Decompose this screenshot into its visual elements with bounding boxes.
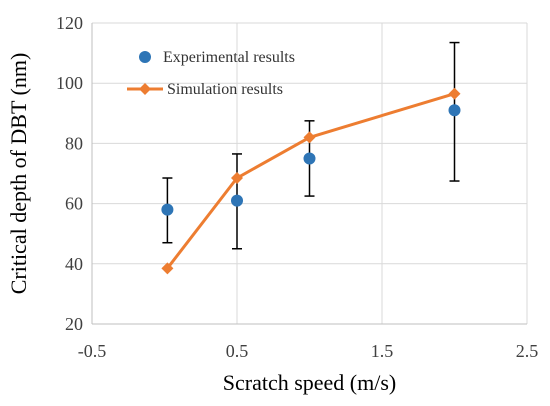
legend-label-simulation: Simulation results <box>167 81 283 98</box>
experimental-point <box>161 203 174 216</box>
experimental-point <box>231 194 243 207</box>
x-tick-label: 2.5 <box>516 341 539 361</box>
axis-titles: Scratch speed (m/s) Critical depth of DB… <box>6 53 396 395</box>
simulation-point <box>303 131 316 144</box>
tick-labels: 20 40 60 80 100 120 -0.5 0.5 1.5 2.5 <box>56 13 538 361</box>
legend-marker-simulation <box>139 83 151 95</box>
y-tick-label: 60 <box>65 194 83 214</box>
x-tick-label: -0.5 <box>78 341 107 361</box>
simulation-point <box>448 87 461 100</box>
simulation-point <box>161 262 174 275</box>
axes <box>91 23 527 325</box>
experimental-point <box>303 152 316 165</box>
y-axis-title: Critical depth of DBT (nm) <box>6 53 31 295</box>
simulation-point <box>231 172 243 185</box>
x-tick-label: 0.5 <box>226 341 249 361</box>
y-tick-label: 100 <box>56 73 83 93</box>
simulation-line <box>166 92 455 270</box>
x-axis-title: Scratch speed (m/s) <box>223 370 397 395</box>
simulation-series <box>166 92 455 270</box>
experimental-point <box>448 104 461 117</box>
y-tick-label: 40 <box>65 254 83 274</box>
experimental-series <box>161 87 461 275</box>
y-tick-label: 120 <box>56 13 83 33</box>
legend-marker-experimental <box>139 51 151 63</box>
y-tick-label: 80 <box>65 133 83 153</box>
legend-label-experimental: Experimental results <box>163 49 295 66</box>
x-tick-label: 1.5 <box>371 341 394 361</box>
y-tick-label: 20 <box>65 314 83 334</box>
legend: Experimental results Simulation results <box>127 49 295 98</box>
